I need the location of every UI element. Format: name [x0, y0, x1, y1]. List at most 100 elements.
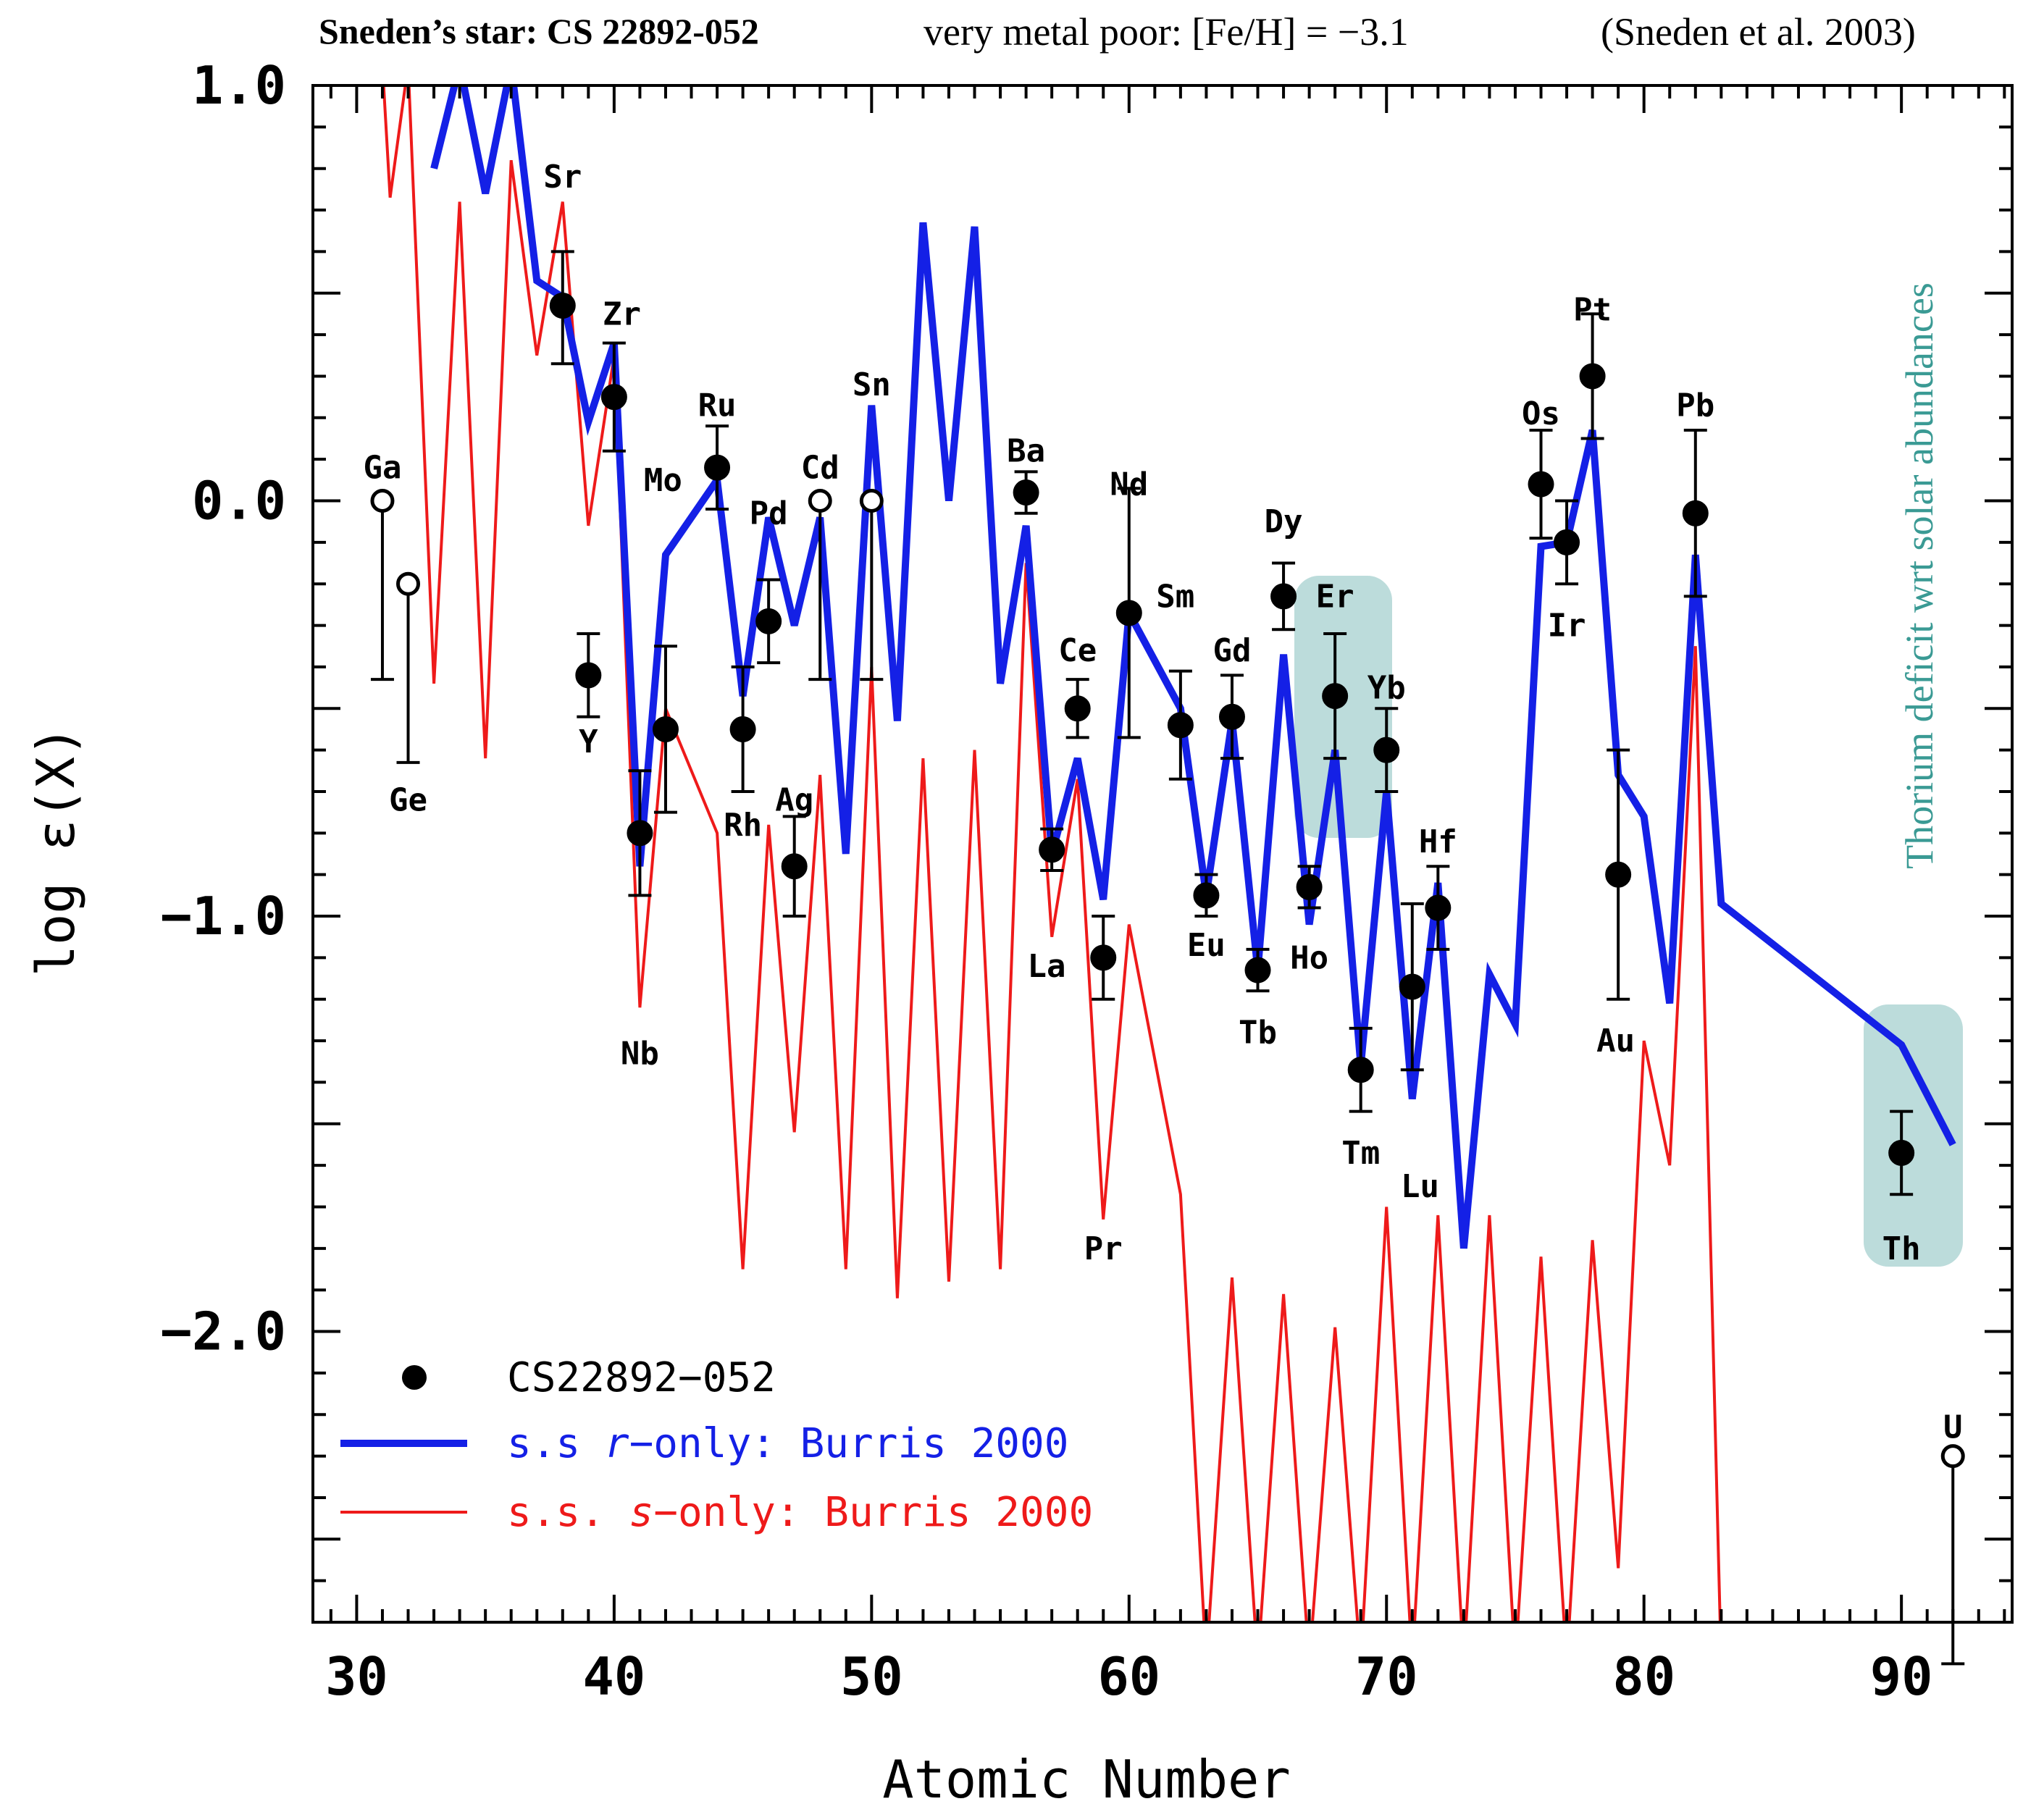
y-tick-label: 0.0	[192, 471, 286, 532]
data-point-pr	[1090, 944, 1117, 971]
element-label-au: Au	[1596, 1023, 1635, 1060]
element-label-pt: Pt	[1573, 292, 1612, 329]
header-star: Sneden’s star: CS 22892-052	[319, 11, 759, 51]
data-point-os	[1528, 471, 1554, 498]
data-point-pb	[1682, 500, 1709, 526]
data-point-mo	[652, 716, 679, 742]
axis-ticks: 30 40 50 60 70 80 90 1.0 0.0 −1.0 −2.0	[161, 55, 2012, 1707]
y-tick-label: −1.0	[161, 886, 286, 947]
element-label-gd: Gd	[1212, 632, 1251, 669]
element-label-y: Y	[579, 723, 598, 760]
data-point-th	[1888, 1139, 1915, 1166]
legend-prefix: s.s	[507, 1420, 605, 1467]
data-point-hf	[1425, 894, 1452, 921]
data-point-cd	[808, 489, 832, 513]
data-point-tm	[1347, 1057, 1374, 1083]
element-label-rh: Rh	[724, 807, 762, 844]
data-point-au	[1605, 861, 1632, 888]
data-point-zr	[600, 384, 627, 411]
legend-suffix: −only: Burris 2000	[629, 1420, 1069, 1467]
data-point-dy	[1270, 583, 1297, 610]
legend-label-observed: CS22892−052	[507, 1354, 776, 1401]
element-label-cd: Cd	[801, 450, 839, 487]
data-point-yb	[1373, 737, 1400, 763]
element-label-ge: Ge	[389, 781, 427, 818]
legend-label-r-only: s.s r−only: Burris 2000	[507, 1420, 1068, 1467]
x-tick-label-50: 50	[840, 1646, 903, 1707]
element-label-dy: Dy	[1265, 503, 1303, 540]
element-label-tb: Tb	[1239, 1015, 1277, 1052]
highlight-boxes	[1294, 576, 1963, 1267]
y-tick-label: 1.0	[192, 55, 286, 116]
element-labels-layer: Ga Ge Sr Y Zr Nb Mo Ru Rh Pd Ag Cd Sn Ba La Ce Pr Nd Sm Eu G…	[363, 159, 1962, 1446]
data-point-sr	[549, 292, 576, 319]
plot-frame	[311, 84, 2014, 1624]
data-point-la	[1039, 836, 1065, 863]
data-point-ce	[1064, 695, 1091, 722]
element-label-sn: Sn	[853, 366, 891, 403]
element-label-sr: Sr	[543, 159, 582, 196]
element-label-nd: Nd	[1110, 466, 1148, 503]
data-point-ag	[781, 853, 808, 880]
data-point-sm	[1167, 712, 1194, 739]
thorium-annotation: Thorium deficit wrt solar abundances	[1898, 282, 1941, 869]
element-label-u: U	[1943, 1409, 1963, 1446]
x-tick-label-90: 90	[1870, 1646, 1933, 1707]
data-point-u	[1940, 1444, 1965, 1469]
element-label-th: Th	[1882, 1230, 1921, 1267]
y-tick-label: −2.0	[161, 1301, 286, 1362]
element-label-nb: Nb	[621, 1035, 659, 1072]
y-axis-title: log ε(X)	[25, 726, 86, 977]
element-label-yb: Yb	[1367, 670, 1406, 707]
data-point-nb	[627, 820, 653, 847]
element-label-pr: Pr	[1084, 1230, 1123, 1267]
data-point-tb	[1244, 957, 1271, 983]
element-label-ir: Ir	[1548, 608, 1586, 645]
data-point-ho	[1296, 873, 1323, 900]
x-axis-title: Atomic Number	[882, 1749, 1291, 1804]
data-point-pd	[755, 608, 782, 634]
header-metallicity: very metal poor: [Fe/H] = −3.1	[923, 10, 1409, 54]
element-label-lu: Lu	[1401, 1168, 1439, 1205]
element-label-ru: Ru	[698, 387, 737, 424]
x-tick-label-40: 40	[583, 1646, 646, 1707]
element-label-hf: Hf	[1419, 823, 1457, 860]
element-label-la: La	[1028, 948, 1066, 985]
legend-process: r	[605, 1420, 629, 1467]
data-point-pt	[1579, 363, 1606, 390]
data-point-ba	[1013, 479, 1039, 506]
x-tick-label-30: 30	[325, 1646, 388, 1707]
element-label-zr: Zr	[603, 295, 641, 332]
element-label-ba: Ba	[1007, 433, 1045, 470]
series-line-r-only	[430, 85, 1956, 1249]
legend-marker-observed	[402, 1365, 427, 1390]
element-label-ga: Ga	[363, 450, 401, 487]
highlight-th	[1864, 1004, 1963, 1267]
highlight-er	[1294, 576, 1392, 838]
element-label-os: Os	[1522, 395, 1560, 432]
legend-process: s	[629, 1489, 654, 1536]
data-point-ir	[1554, 529, 1580, 555]
data-point-er	[1322, 683, 1349, 710]
header-reference: (Sneden et al. 2003)	[1601, 10, 1916, 54]
data-point-ga	[370, 489, 395, 513]
data-point-ru	[704, 454, 731, 481]
data-point-rh	[729, 716, 756, 742]
x-tick-label-60: 60	[1097, 1646, 1160, 1707]
element-label-pb: Pb	[1676, 387, 1714, 424]
element-label-mo: Mo	[644, 462, 682, 499]
element-label-sm: Sm	[1156, 578, 1194, 615]
element-label-ho: Ho	[1290, 939, 1328, 976]
legend-prefix: s.s.	[507, 1489, 629, 1536]
data-point-y	[575, 662, 602, 689]
element-label-ce: Ce	[1058, 632, 1097, 669]
data-point-sn	[859, 489, 884, 513]
data-point-ge	[396, 571, 421, 596]
legend-suffix: −only: Burris 2000	[653, 1489, 1093, 1536]
element-label-tm: Tm	[1341, 1135, 1380, 1172]
element-label-eu: Eu	[1187, 927, 1226, 964]
legend-label-s-only: s.s. s−only: Burris 2000	[507, 1489, 1093, 1536]
element-label-er: Er	[1316, 578, 1354, 615]
